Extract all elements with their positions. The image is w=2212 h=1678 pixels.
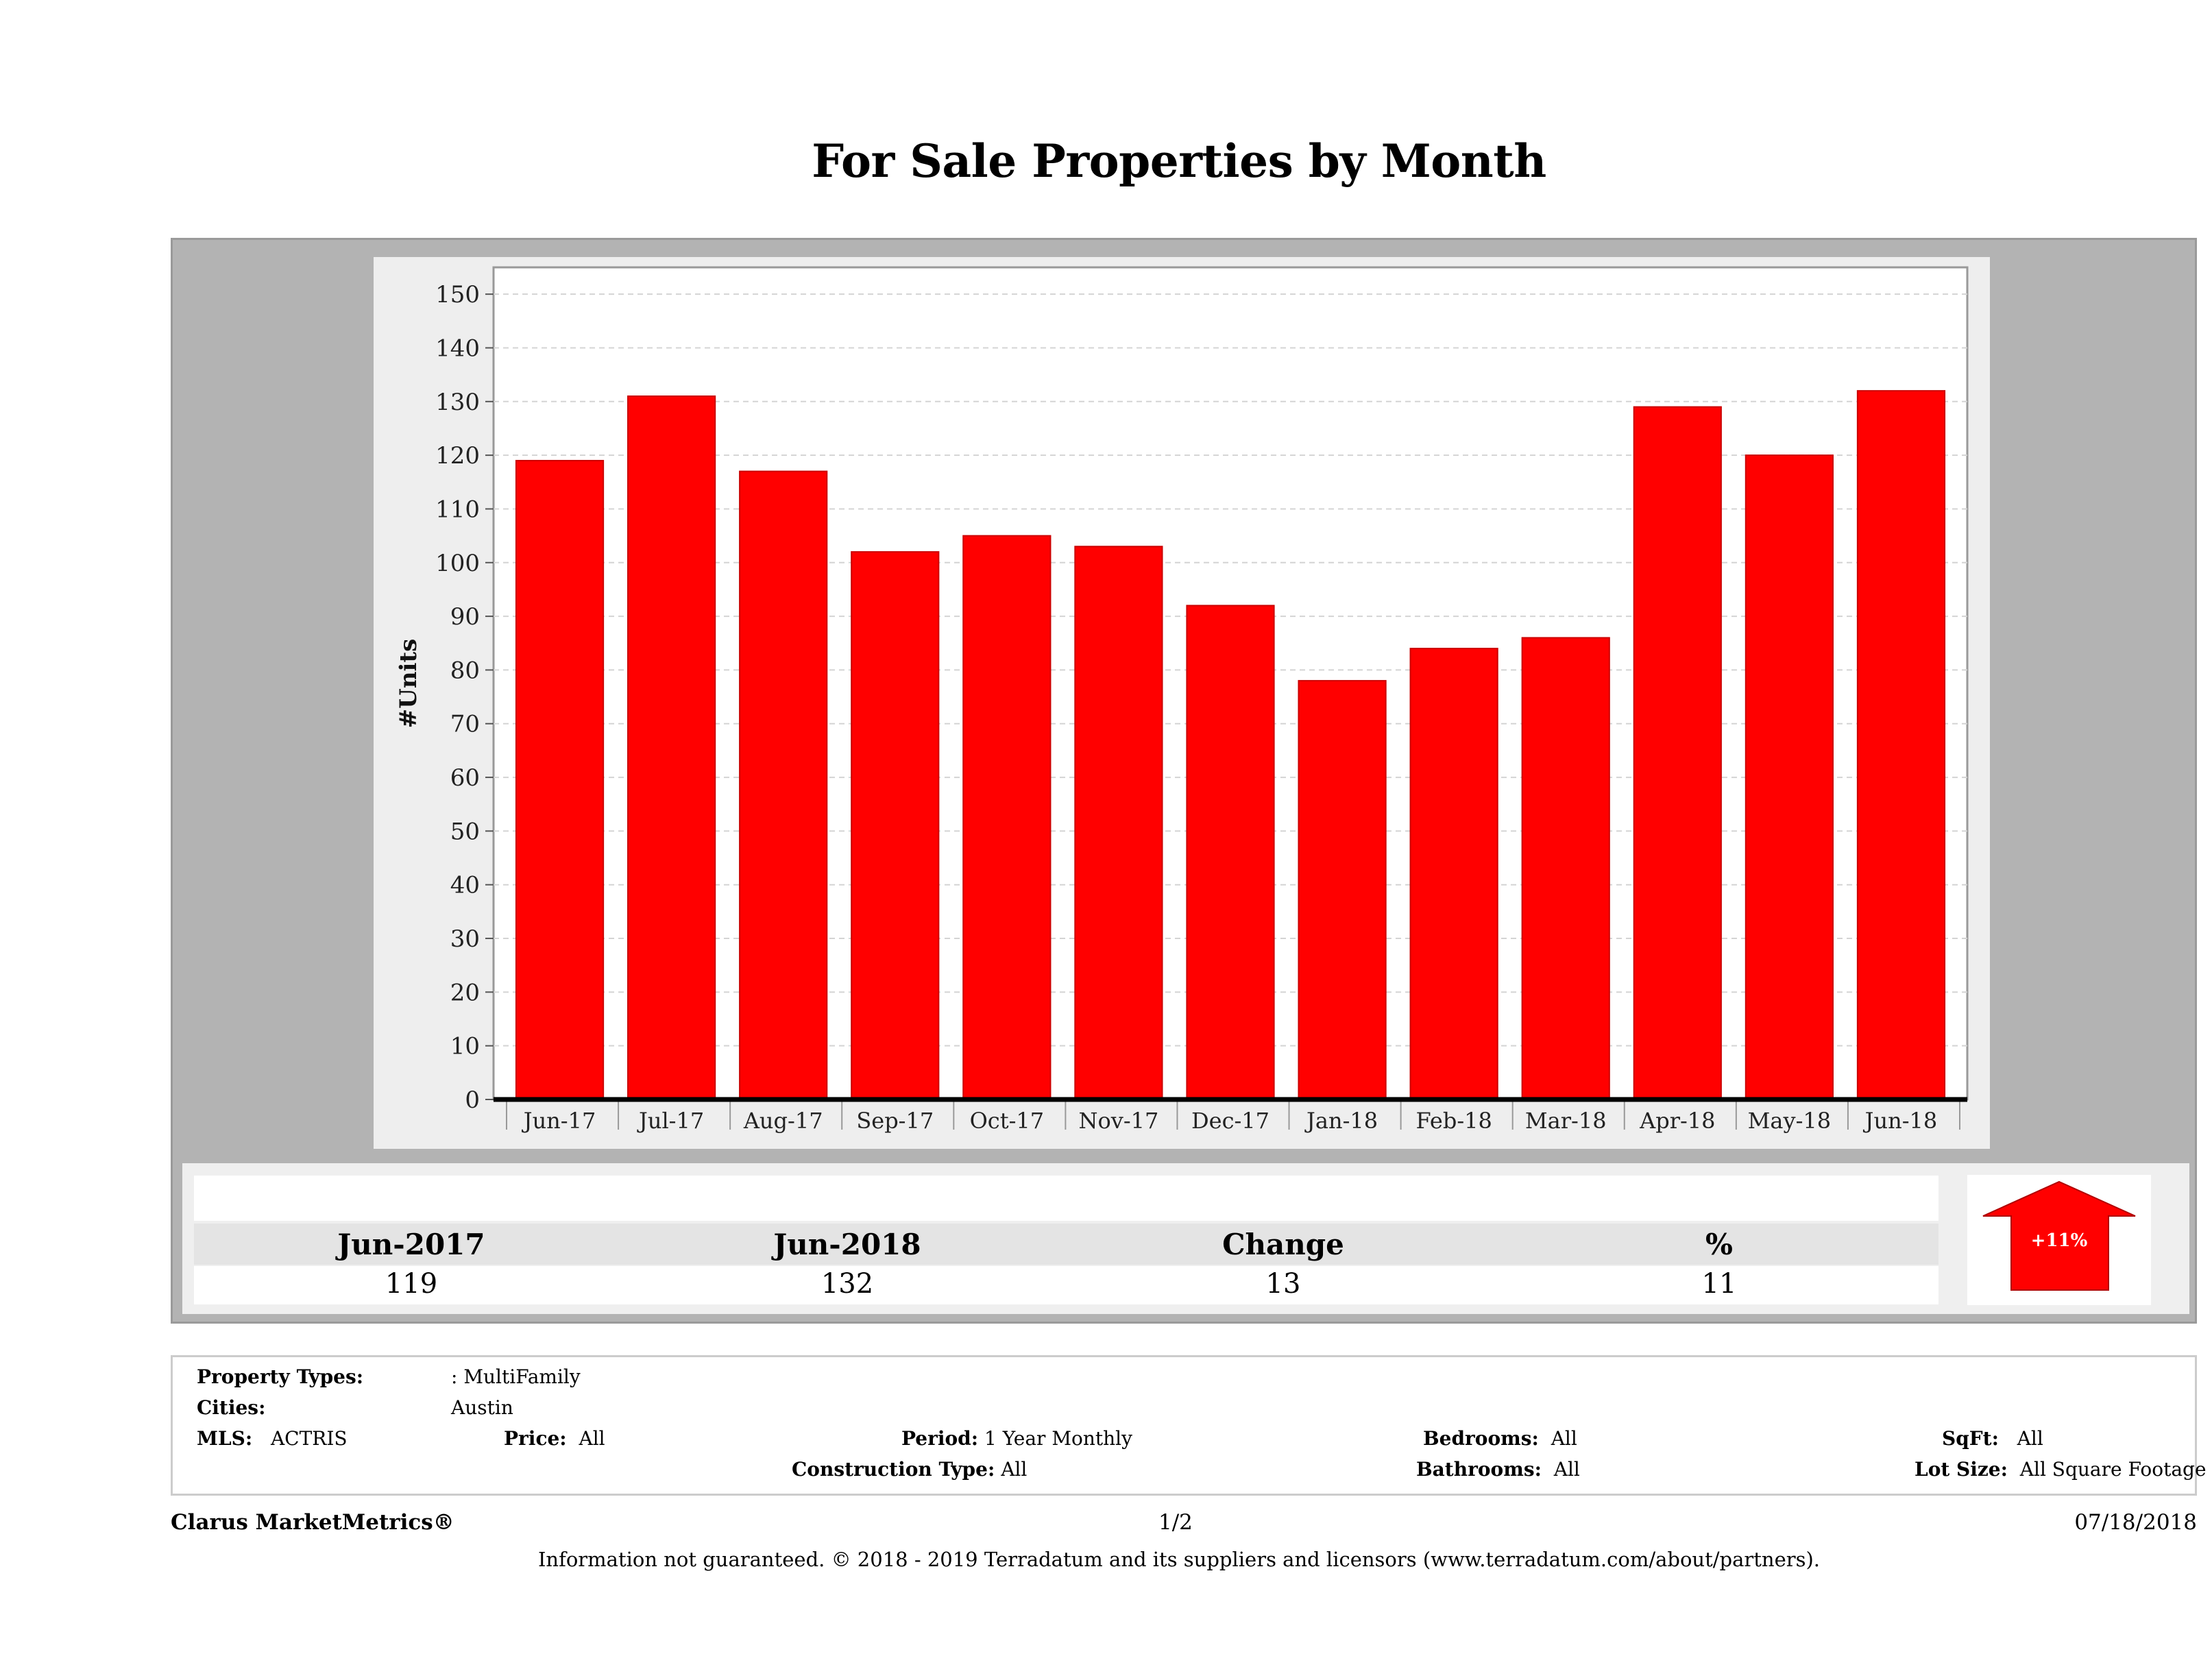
- lot-size-field: Lot Size: All Square Footage: [1915, 1458, 2207, 1481]
- summary-value-change: 13: [1265, 1268, 1301, 1300]
- brand-name: Clarus MarketMetrics®: [171, 1510, 454, 1535]
- x-tick-label: Oct-17: [970, 1108, 1045, 1134]
- summary-header-row: [194, 1224, 1938, 1265]
- summary-value-row: [194, 1266, 1938, 1304]
- y-tick-label: 150: [435, 281, 480, 308]
- y-tick-label: 100: [435, 550, 480, 577]
- bar: [627, 395, 716, 1100]
- bar: [1409, 648, 1498, 1100]
- summary-header-end: Jun-2018: [773, 1228, 921, 1261]
- x-tick-label: Nov-17: [1078, 1108, 1158, 1134]
- x-tick-label: Jan-18: [1304, 1108, 1378, 1134]
- bar: [962, 535, 1052, 1100]
- mls-field: MLS: ACTRIS: [197, 1427, 348, 1450]
- up-arrow-icon: [1982, 1180, 2136, 1291]
- x-tick-label: Mar-18: [1525, 1108, 1607, 1134]
- x-tick-label: Jun-18: [1863, 1108, 1938, 1134]
- bathrooms-field: Bathrooms: All: [1416, 1458, 1580, 1481]
- summary-spacer-row: [194, 1176, 1938, 1221]
- period-field: Period: 1 Year Monthly: [901, 1427, 1132, 1450]
- y-tick-label: 50: [450, 818, 480, 845]
- x-tick-label: Sep-17: [856, 1108, 934, 1134]
- sqft-field: SqFt: All: [1942, 1427, 2043, 1450]
- summary-header-start: Jun-2017: [337, 1228, 485, 1261]
- construction-type-field: Construction Type: All: [792, 1458, 1028, 1481]
- bar: [515, 459, 605, 1100]
- y-tick-label: 0: [465, 1086, 480, 1114]
- y-tick-label: 110: [435, 496, 480, 523]
- y-tick-label: 20: [450, 979, 480, 1006]
- summary-value-start: 119: [385, 1268, 438, 1300]
- y-tick-label: 30: [450, 925, 480, 953]
- summary-header-change: Change: [1222, 1228, 1344, 1261]
- bar: [1186, 605, 1275, 1100]
- bar: [1521, 637, 1610, 1100]
- property-types-value: : MultiFamily: [451, 1365, 581, 1388]
- bar: [1633, 406, 1722, 1100]
- x-tick-label: Aug-17: [743, 1108, 823, 1134]
- disclaimer: Information not guaranteed. © 2018 - 201…: [537, 1548, 1821, 1571]
- property-types-label: Property Types:: [197, 1365, 364, 1388]
- bar: [739, 470, 828, 1100]
- summary-value-end: 132: [821, 1268, 874, 1300]
- bar: [1298, 680, 1387, 1100]
- search-criteria-box: [171, 1355, 2197, 1496]
- y-tick-label: 10: [450, 1033, 480, 1060]
- y-tick-label: 60: [450, 764, 480, 792]
- y-axis-label: #Units: [395, 639, 422, 729]
- summary-value-percent: 11: [1701, 1268, 1737, 1300]
- bar-chart: 0 10 20 30 40 50 60 70 80 90 100 110 120 130 140 150 #Un…: [395, 266, 1969, 1134]
- bar: [1856, 390, 1946, 1100]
- y-tick-label: 90: [450, 603, 480, 631]
- x-tick-label: Jun-17: [522, 1108, 596, 1134]
- x-tick-label: Feb-18: [1415, 1108, 1492, 1134]
- price-field: Price: All: [504, 1427, 605, 1450]
- trend-badge-label: +11%: [2030, 1230, 2088, 1251]
- x-tick-label: Jul-17: [637, 1108, 704, 1134]
- report-date: 07/18/2018: [2074, 1510, 2197, 1535]
- y-tick-label: 120: [435, 442, 480, 470]
- y-tick-label: 70: [450, 711, 480, 738]
- x-tick-label: May-18: [1748, 1108, 1831, 1134]
- bar: [1074, 546, 1163, 1100]
- x-tick-label: Apr-18: [1639, 1108, 1715, 1134]
- bar: [1745, 454, 1834, 1100]
- x-tick-label: Dec-17: [1191, 1108, 1269, 1134]
- summary-header-percent: %: [1705, 1228, 1733, 1261]
- bar: [851, 551, 940, 1100]
- cities-value: Austin: [451, 1396, 513, 1419]
- y-tick-label: 80: [450, 657, 480, 684]
- page-number: 1/2: [1158, 1510, 1193, 1535]
- y-tick-label: 140: [435, 335, 480, 362]
- cities-label: Cities:: [197, 1396, 266, 1419]
- chart-title: For Sale Properties by Month: [812, 134, 1546, 188]
- y-tick-label: 40: [450, 872, 480, 899]
- bedrooms-field: Bedrooms: All: [1423, 1427, 1577, 1450]
- y-tick-label: 130: [435, 389, 480, 416]
